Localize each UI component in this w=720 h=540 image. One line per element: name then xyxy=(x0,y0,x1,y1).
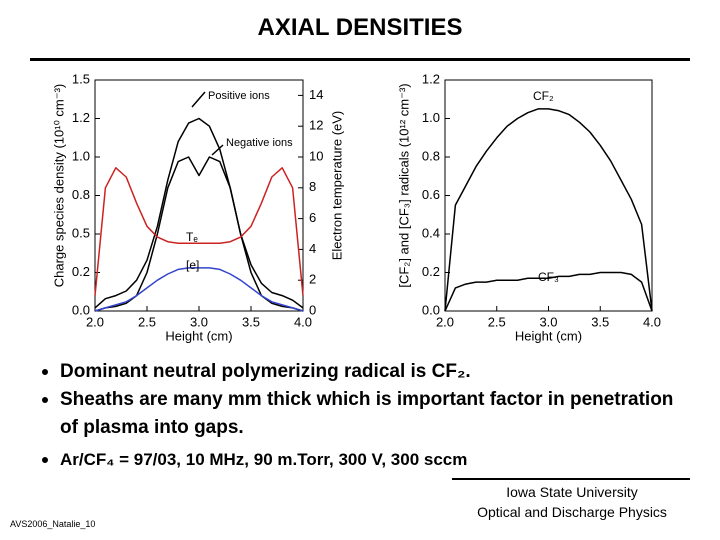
y2-tick-label: 12 xyxy=(309,118,323,133)
institution: Optical and Discharge Physics xyxy=(477,504,667,520)
title-rule xyxy=(30,58,690,61)
series-label: Negative ions xyxy=(226,137,293,149)
y2-axis-label: Electron temperature (eV) xyxy=(329,111,344,261)
y-tick-label: 0.6 xyxy=(422,187,440,202)
series-label: CF₃ xyxy=(538,270,559,284)
x-tick-label: 2.0 xyxy=(86,314,104,329)
footer-rule xyxy=(452,478,690,480)
series-label: [e] xyxy=(186,258,199,272)
series-label: Tₑ xyxy=(186,230,198,244)
y-tick-label: 0.8 xyxy=(72,187,90,202)
y2-tick-label: 10 xyxy=(309,148,323,163)
y-tick-label: 0.4 xyxy=(422,225,440,240)
y-axis-label: Charge species density (10¹⁰ cm⁻³) xyxy=(51,84,66,288)
series-line xyxy=(94,156,304,312)
x-tick-label: 3.5 xyxy=(591,314,609,329)
bullet-text: Dominant neutral polymerizing radical is… xyxy=(60,361,471,382)
series-line xyxy=(444,271,653,312)
x-axis-label: Height (cm) xyxy=(515,328,582,343)
y-tick-label: 1.0 xyxy=(72,148,90,163)
y-tick-label: 1.2 xyxy=(72,110,90,125)
slide-code: AVS2006_Natalie_10 xyxy=(10,519,96,529)
y2-tick-label: 4 xyxy=(309,241,316,256)
x-tick-label: 4.0 xyxy=(294,314,312,329)
x-tick-label: 3.0 xyxy=(190,314,208,329)
series-label: CF₂ xyxy=(533,89,554,103)
series-line xyxy=(444,108,653,312)
plot-frame xyxy=(94,79,304,312)
institution: Iowa State University xyxy=(506,484,638,500)
bullet: Sheaths are many mm thick which is impor… xyxy=(42,386,682,442)
bullet: Ar/CF₄ = 97/03, 10 MHz, 90 m.Torr, 300 V… xyxy=(42,446,682,474)
x-tick-label: 3.0 xyxy=(539,314,557,329)
bullet-text: Ar/CF₄ = 97/03, 10 MHz, 90 m.Torr, 300 V… xyxy=(60,450,468,469)
y2-tick-label: 6 xyxy=(309,210,316,225)
bullet: Dominant neutral polymerizing radical is… xyxy=(42,358,682,386)
y2-tick-label: 14 xyxy=(309,87,323,102)
x-tick-label: 3.5 xyxy=(242,314,260,329)
y-tick-label: 0.2 xyxy=(422,264,440,279)
y2-tick-label: 0 xyxy=(309,302,316,317)
series-line xyxy=(94,267,304,312)
bullet-text: Sheaths are many mm thick which is impor… xyxy=(60,389,674,438)
y-tick-label: 0.0 xyxy=(72,302,90,317)
series-line xyxy=(94,167,304,296)
y2-tick-label: 2 xyxy=(309,272,316,287)
slide-title: AXIAL DENSITIES xyxy=(257,14,463,41)
y-tick-label: 1.5 xyxy=(72,71,90,86)
x-axis-label: Height (cm) xyxy=(165,328,232,343)
x-tick-label: 2.0 xyxy=(436,314,454,329)
x-tick-label: 4.0 xyxy=(643,314,661,329)
y-tick-label: 0.0 xyxy=(422,302,440,317)
y-tick-label: 0.2 xyxy=(72,264,90,279)
series-label: Positive ions xyxy=(208,90,270,102)
arrow xyxy=(211,144,224,156)
y-axis-label: [CF₂] and [CF₃] radicals (10¹² cm⁻³) xyxy=(396,83,411,287)
arrow xyxy=(191,91,206,108)
series-line xyxy=(94,117,304,309)
y-tick-label: 1.0 xyxy=(422,110,440,125)
y2-tick-label: 8 xyxy=(309,179,316,194)
x-tick-label: 2.5 xyxy=(488,314,506,329)
charts: 2.0 2.5 3.0 3.5 4.0 0.0 0.2 0.5 0.8 1.0 1.2 1.5 0 2 4 6… xyxy=(51,71,661,343)
y-tick-label: 0.5 xyxy=(72,225,90,240)
y-tick-label: 0.8 xyxy=(422,148,440,163)
x-tick-label: 2.5 xyxy=(138,314,156,329)
y-tick-label: 1.2 xyxy=(422,71,440,86)
